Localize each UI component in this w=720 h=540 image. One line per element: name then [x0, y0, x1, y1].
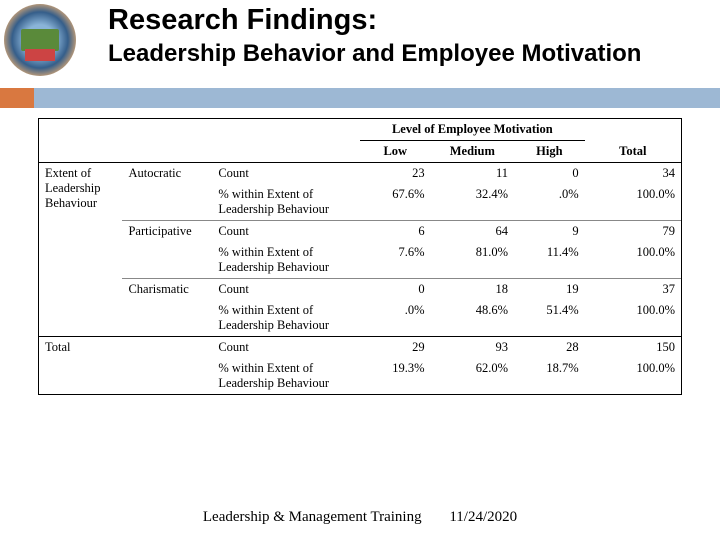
institution-logo: [4, 4, 76, 76]
cell: 19.3%: [360, 358, 431, 394]
slide-subtitle: Leadership Behavior and Employee Motivat…: [108, 39, 700, 69]
cell: 51.4%: [514, 300, 585, 337]
crosstab-table: Level of Employee Motivation Low Medium …: [38, 118, 682, 395]
footer-left: Leadership & Management Training: [203, 509, 422, 525]
cell: 23: [360, 163, 431, 185]
cell: 81.0%: [431, 242, 514, 279]
cell: 7.6%: [360, 242, 431, 279]
cell: 100.0%: [585, 242, 681, 279]
cell: 64: [431, 221, 514, 243]
row-label-count: Count: [212, 279, 360, 301]
accent-bar-orange: [0, 88, 34, 108]
cell: 29: [360, 337, 431, 359]
cell: .0%: [360, 300, 431, 337]
slide-footer: Leadership & Management Training 11/24/2…: [0, 509, 720, 526]
row-label-pct: % within Extent of Leadership Behaviour: [212, 184, 360, 221]
cell: 32.4%: [431, 184, 514, 221]
cell: 93: [431, 337, 514, 359]
cell: 67.6%: [360, 184, 431, 221]
cell: 11.4%: [514, 242, 585, 279]
col-high: High: [514, 141, 585, 163]
cell: 18: [431, 279, 514, 301]
accent-bar-blue: [34, 88, 720, 108]
row-label-pct: % within Extent of Leadership Behaviour: [212, 242, 360, 279]
slide-header: Research Findings: Leadership Behavior a…: [0, 0, 720, 69]
cell: 79: [585, 221, 681, 243]
col-medium: Medium: [431, 141, 514, 163]
cell: 0: [360, 279, 431, 301]
row-label-pct: % within Extent of Leadership Behaviour: [212, 300, 360, 337]
cell: .0%: [514, 184, 585, 221]
cell: 48.6%: [431, 300, 514, 337]
row-label-pct: % within Extent of Leadership Behaviour: [212, 358, 360, 394]
table-top-header: Level of Employee Motivation: [360, 119, 585, 141]
cell: 9: [514, 221, 585, 243]
category-charismatic: Charismatic: [122, 279, 212, 337]
col-low: Low: [360, 141, 431, 163]
row-label-count: Count: [212, 337, 360, 359]
total-label: Total: [39, 337, 122, 395]
cell: 34: [585, 163, 681, 185]
cell: 37: [585, 279, 681, 301]
category-autocratic: Autocratic: [122, 163, 212, 221]
cell: 150: [585, 337, 681, 359]
col-total: Total: [585, 141, 681, 163]
row-label-count: Count: [212, 221, 360, 243]
footer-date: 11/24/2020: [449, 509, 517, 525]
row-group-label: Extent of Leadership Behaviour: [39, 163, 122, 337]
row-label-count: Count: [212, 163, 360, 185]
cell: 28: [514, 337, 585, 359]
category-participative: Participative: [122, 221, 212, 279]
cell: 0: [514, 163, 585, 185]
slide-title: Research Findings:: [108, 4, 700, 37]
cell: 18.7%: [514, 358, 585, 394]
cell: 11: [431, 163, 514, 185]
cell: 6: [360, 221, 431, 243]
cell: 100.0%: [585, 358, 681, 394]
cell: 100.0%: [585, 184, 681, 221]
cell: 100.0%: [585, 300, 681, 337]
cell: 19: [514, 279, 585, 301]
cell: 62.0%: [431, 358, 514, 394]
